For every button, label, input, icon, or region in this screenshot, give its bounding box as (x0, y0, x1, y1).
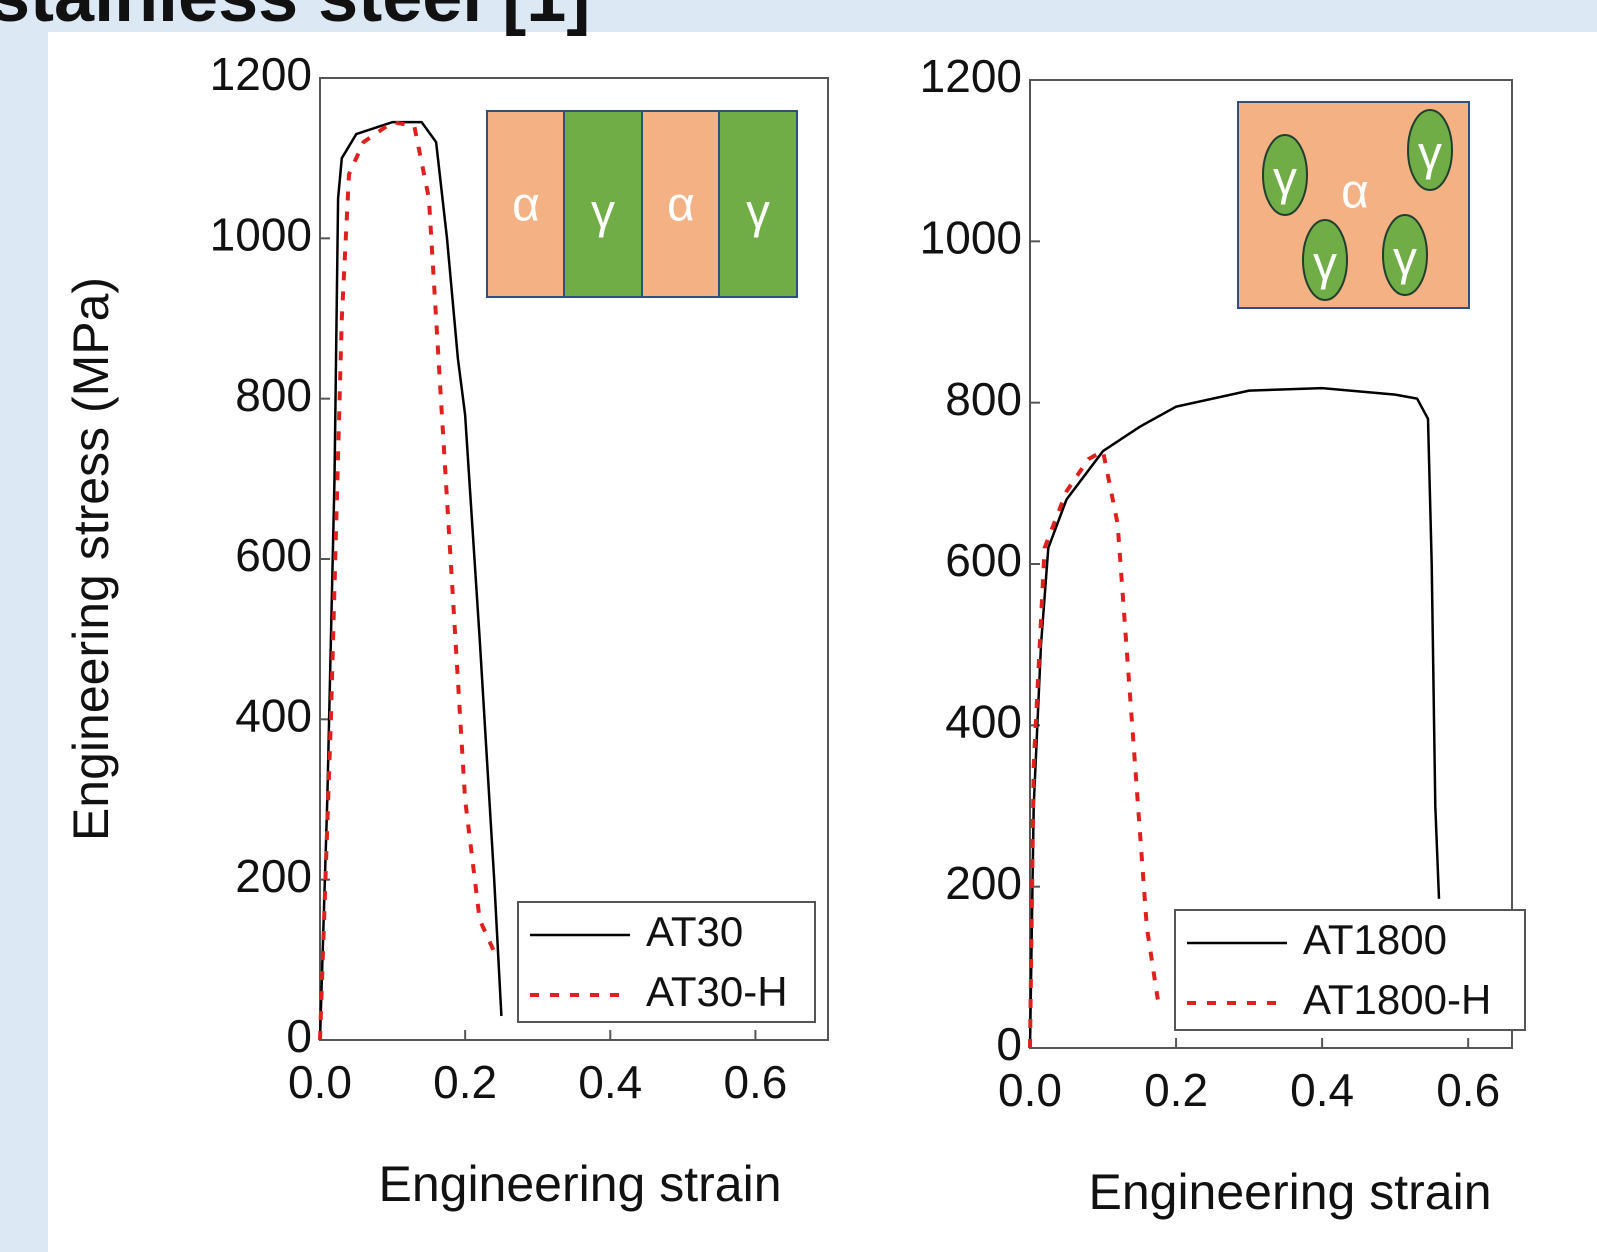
legend-label: AT30 (646, 908, 743, 955)
series-line (318, 120, 503, 1041)
x-tick-label: 0.2 (1144, 1064, 1208, 1116)
slide-title: stainless steel [1] (0, 0, 590, 37)
gamma-phase (563, 110, 643, 298)
legend-box (517, 901, 816, 1023)
x-tick-label: 0.2 (433, 1056, 497, 1108)
y-tick-label: 1000 (920, 211, 1022, 263)
legend-label: AT1800-H (1303, 976, 1491, 1023)
alpha-phase (641, 110, 720, 298)
y-tick-label: 800 (945, 373, 1022, 425)
x-tick-label: 0.0 (998, 1064, 1062, 1116)
y-tick-label: 1000 (210, 208, 312, 260)
series-line (318, 119, 500, 1041)
phase-label: γ (1418, 128, 1442, 181)
y-tick-label: 800 (235, 369, 312, 421)
y-tick-label: 200 (235, 850, 312, 902)
y-tick-label: 400 (235, 689, 312, 741)
gamma-phase (718, 110, 798, 298)
phase-label: α (512, 179, 540, 232)
y-tick-label: 200 (945, 857, 1022, 909)
y-tick-label: 0 (286, 1010, 312, 1062)
x-tick-label: 0.0 (288, 1056, 352, 1108)
phase-label: γ (746, 186, 770, 239)
x-axis-label: Engineering strain (1088, 1164, 1491, 1220)
phase-label: γ (1273, 153, 1297, 206)
x-tick-label: 0.4 (578, 1056, 642, 1108)
legend-label: AT1800 (1303, 916, 1447, 963)
series-line (1028, 386, 1441, 1049)
phase-label: α (667, 179, 695, 232)
gamma-grain (1262, 134, 1308, 216)
phase-label: γ (1393, 233, 1417, 286)
x-tick-label: 0.6 (723, 1056, 787, 1108)
phase-label: α (1341, 166, 1369, 219)
gamma-grain (1407, 109, 1453, 191)
y-tick-label: 400 (945, 695, 1022, 747)
alpha-phase (486, 110, 565, 298)
x-axis-label: Engineering strain (378, 1156, 781, 1212)
y-tick-label: 600 (945, 534, 1022, 586)
y-tick-label: 1200 (210, 48, 312, 100)
legend-label: AT30-H (646, 968, 788, 1015)
y-tick-label: 600 (235, 529, 312, 581)
legend-box (1174, 909, 1526, 1031)
inset-1: α γ α γ (486, 110, 798, 298)
y-tick-label: 1200 (920, 50, 1022, 102)
x-tick-label: 0.6 (1436, 1064, 1500, 1116)
y-axis-label: Engineering stress (MPa) (63, 277, 119, 841)
phase-label: γ (1313, 238, 1337, 291)
series-line (1028, 448, 1160, 1049)
gamma-grain (1382, 214, 1428, 296)
y-tick-label: 0 (996, 1018, 1022, 1070)
x-tick-label: 0.4 (1290, 1064, 1354, 1116)
gamma-grain (1302, 219, 1348, 301)
phase-label: γ (591, 186, 615, 239)
inset-2: γ γ α γ γ (1237, 101, 1470, 309)
